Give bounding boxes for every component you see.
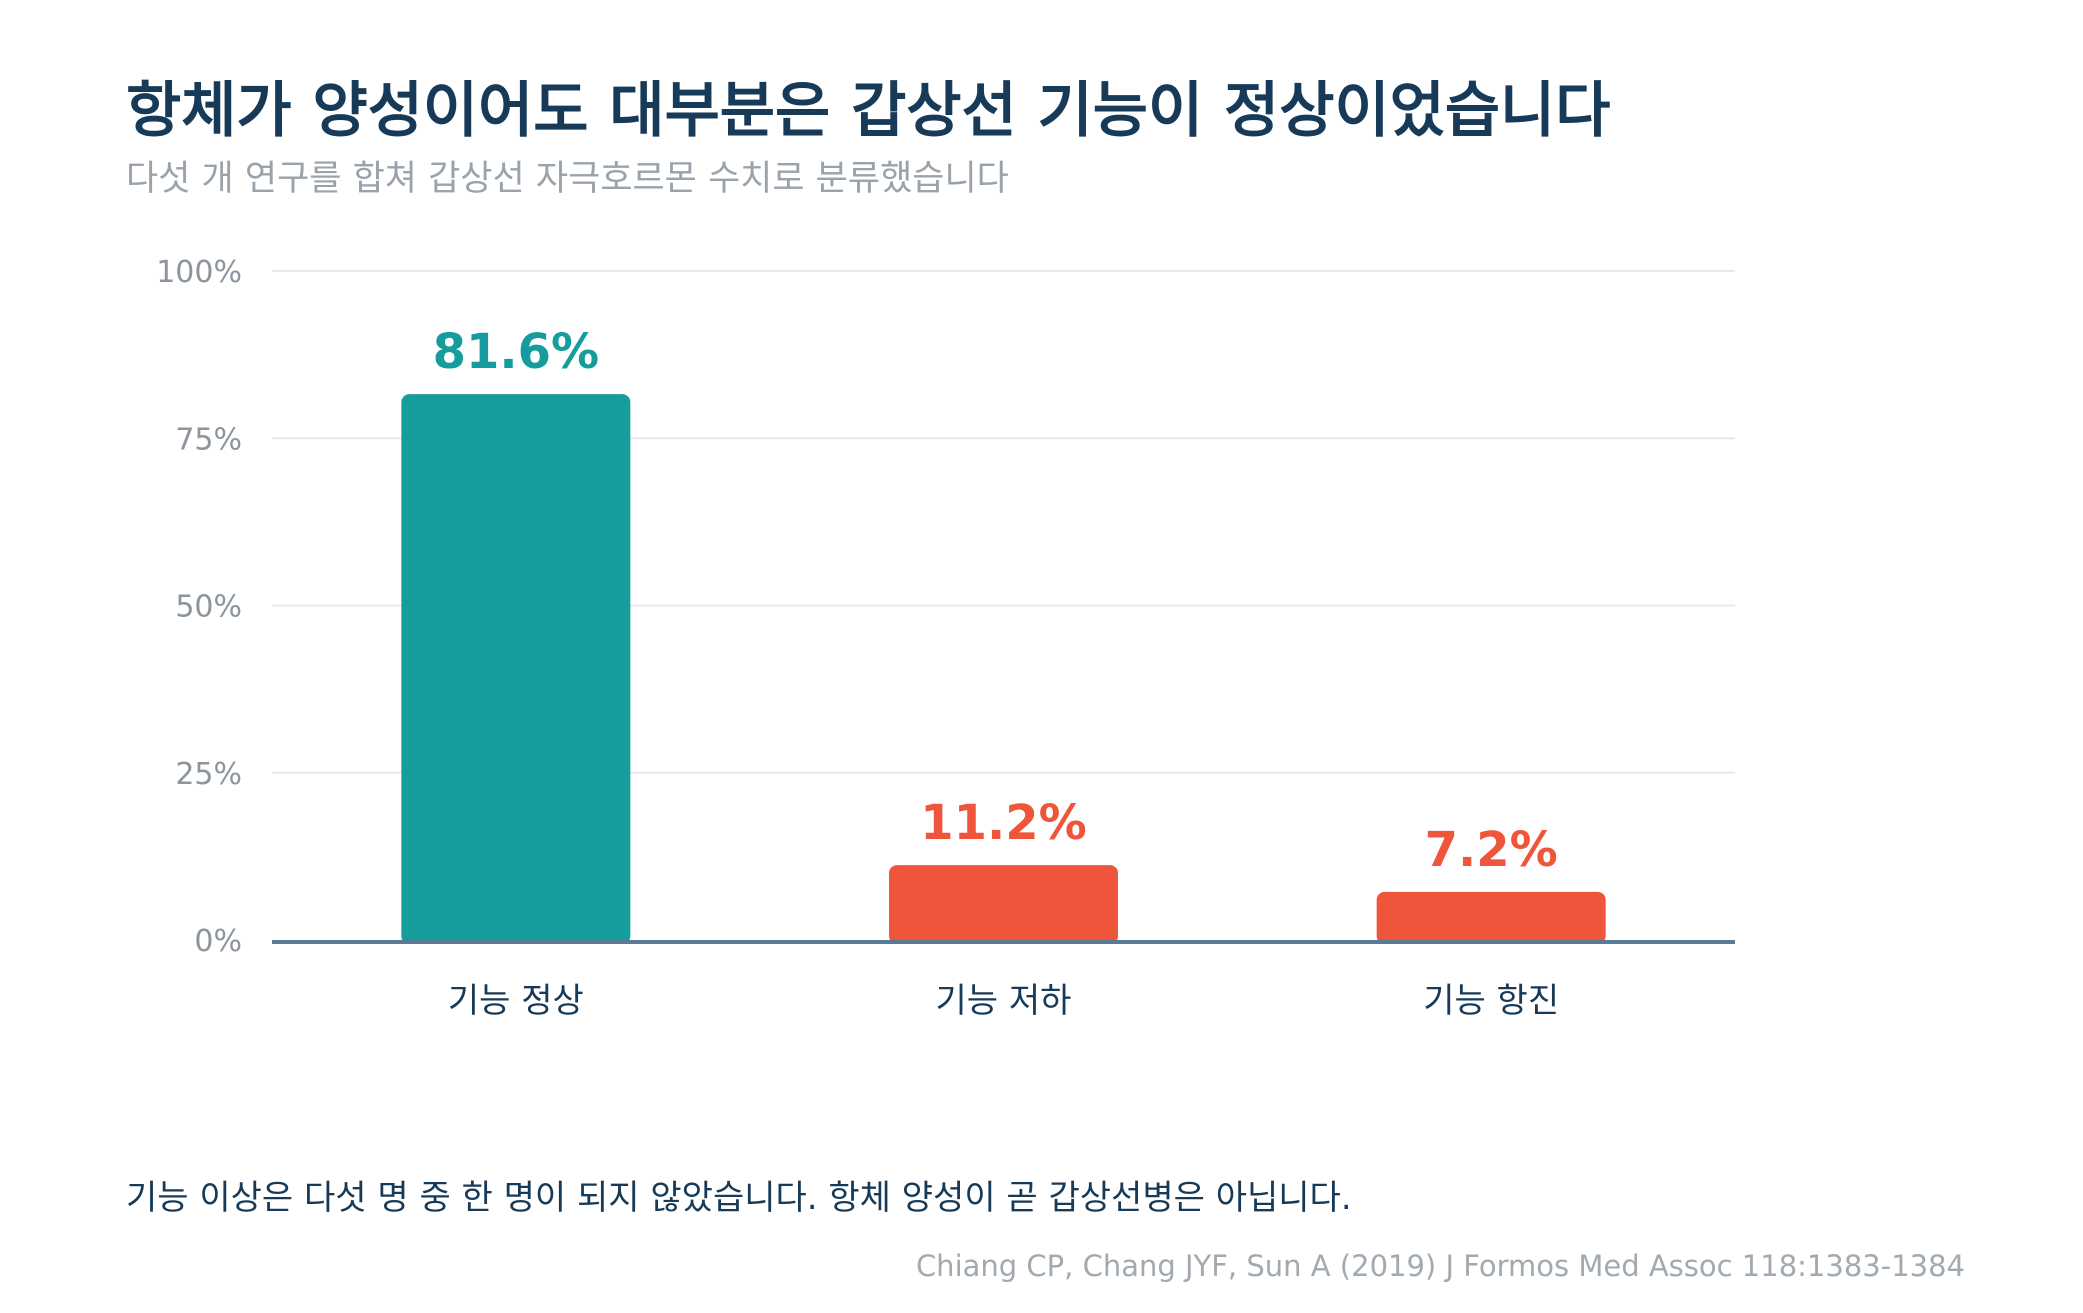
y-axis-ticks: 0% 25% 50% 75% 100%	[156, 255, 242, 959]
y-tick-label: 100%	[156, 255, 242, 290]
y-tick-label: 75%	[175, 422, 242, 457]
category-label: 기능 항진	[1423, 981, 1559, 1021]
y-tick-label: 25%	[175, 757, 242, 792]
bar-value-label: 11.2%	[920, 795, 1087, 851]
x-axis-labels: 기능 정상 기능 저하 기능 항진	[448, 981, 1559, 1021]
y-tick-label: 0%	[194, 924, 242, 959]
category-label: 기능 정상	[448, 981, 584, 1021]
bar	[401, 394, 631, 944]
chart-title: 항체가 양성이어도 대부분은 갑상선 기능이 정상이었습니다	[126, 76, 1611, 146]
bar-value-label: 7.2%	[1425, 822, 1558, 878]
y-tick-label: 50%	[175, 590, 242, 625]
bar	[889, 865, 1118, 944]
category-label: 기능 저하	[936, 981, 1072, 1021]
footnote: 기능 이상은 다섯 명 중 한 명이 되지 않았습니다. 항체 양성이 곧 갑상…	[126, 1178, 1352, 1218]
value-labels: 81.6% 11.2% 7.2%	[433, 324, 1558, 878]
chart-subtitle: 다섯 개 연구를 합쳐 갑상선 자극호르몬 수치로 분류했습니다	[126, 159, 1009, 199]
bar-value-label: 81.6%	[433, 324, 600, 380]
source-citation: Chiang CP, Chang JYF, Sun A (2019) J For…	[915, 1249, 1965, 1283]
bar	[1376, 891, 1606, 944]
bars	[401, 394, 1606, 944]
